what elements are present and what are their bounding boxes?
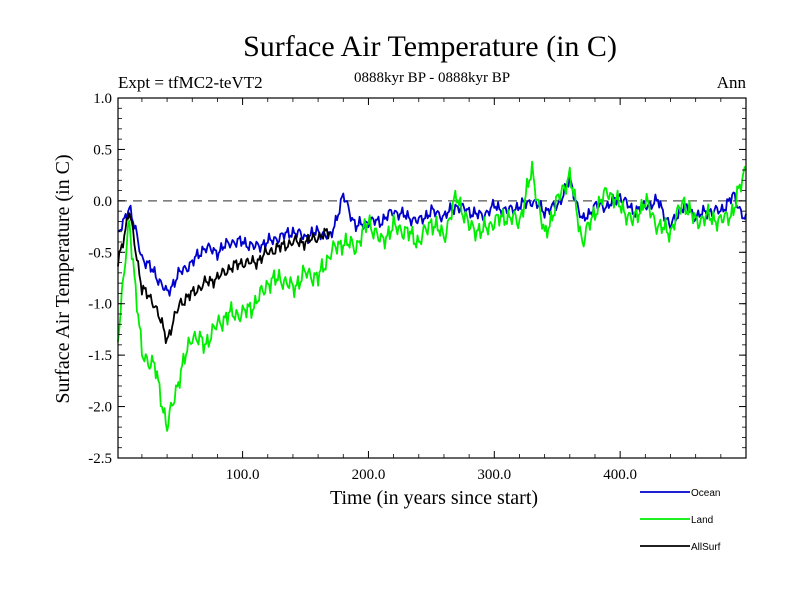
y-tick-label: 0.0 bbox=[93, 194, 112, 210]
y-axis-label: Surface Air Temperature (in C) bbox=[52, 154, 74, 403]
y-tick-label: 1.0 bbox=[93, 91, 112, 107]
chart-title: Surface Air Temperature (in C) bbox=[243, 30, 617, 63]
period-label: 0888kyr BP - 0888kyr BP bbox=[354, 70, 510, 86]
x-axis-label: Time (in years since start) bbox=[330, 487, 538, 509]
x-tick-label: 100.0 bbox=[226, 467, 260, 483]
x-tick-label: 400.0 bbox=[603, 467, 637, 483]
legend-label-ocean: Ocean bbox=[691, 488, 720, 499]
y-tick-label: -2.5 bbox=[88, 451, 112, 467]
plot-frame bbox=[117, 97, 747, 459]
y-tick-label: -1.5 bbox=[88, 348, 112, 364]
series-line-land bbox=[117, 160, 747, 432]
season-label: Ann bbox=[717, 73, 747, 92]
series-line-allsurf bbox=[117, 212, 331, 345]
series-line-ocean bbox=[117, 174, 747, 297]
experiment-label: Expt = tfMC2-teVT2 bbox=[118, 73, 263, 92]
y-tick-label: 0.5 bbox=[93, 142, 112, 158]
x-tick-label: 200.0 bbox=[352, 467, 386, 483]
legend-label-allsurf: AllSurf bbox=[691, 542, 721, 553]
x-tick-label: 300.0 bbox=[477, 467, 511, 483]
y-tick-label: -2.0 bbox=[88, 400, 112, 416]
plot-area: 1.0 0.5 0.0 -0.5 -1.0 -1.5 -2.0 -2.5 100.0 200.0 3… bbox=[88, 91, 747, 483]
legend: Ocean Land AllSurf bbox=[640, 488, 721, 553]
legend-label-land: Land bbox=[691, 515, 713, 526]
y-tick-label: -0.5 bbox=[88, 245, 112, 261]
y-tick-label: -1.0 bbox=[88, 297, 112, 313]
